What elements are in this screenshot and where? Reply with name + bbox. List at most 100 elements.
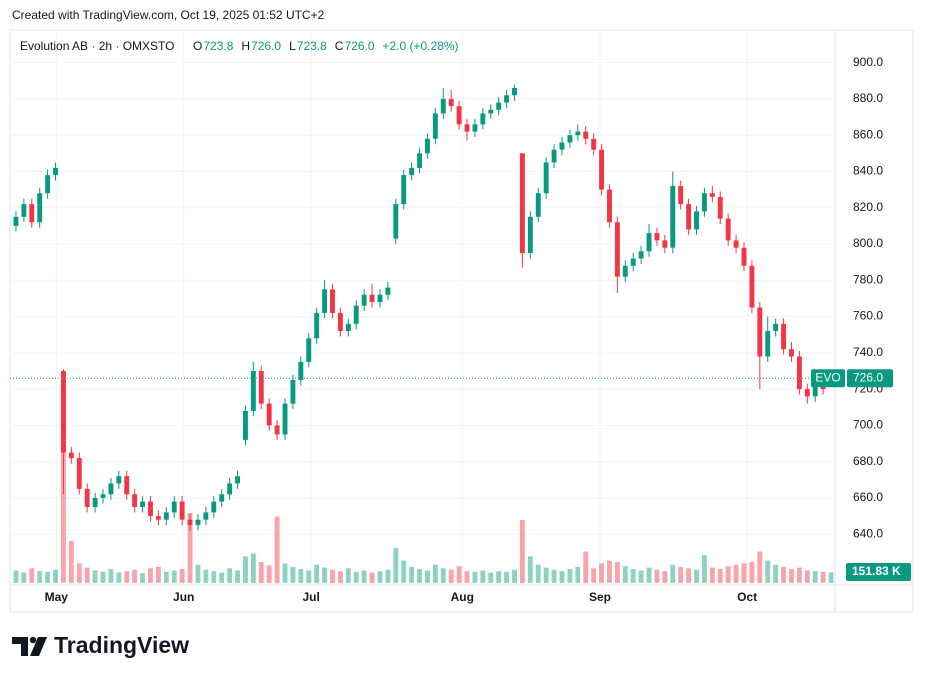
ticker-tag bbox=[811, 369, 845, 388]
volume-bar bbox=[409, 566, 415, 583]
volume-bar bbox=[84, 567, 90, 583]
volume-bar bbox=[504, 571, 510, 583]
candle-body bbox=[60, 370, 66, 453]
volume-bar bbox=[678, 566, 684, 583]
candle-body bbox=[741, 247, 747, 266]
y-tick-label: 880.0 bbox=[853, 91, 883, 105]
candle-body bbox=[796, 356, 802, 390]
candle-body bbox=[504, 95, 510, 103]
candle-body bbox=[733, 240, 739, 248]
volume-bar bbox=[203, 569, 209, 583]
volume-bar bbox=[591, 568, 597, 583]
x-tick-label: Jun bbox=[173, 590, 194, 604]
candle-body bbox=[425, 138, 430, 154]
candle-body bbox=[13, 216, 19, 226]
volume-bar bbox=[13, 570, 19, 583]
volume-bar bbox=[282, 563, 288, 583]
x-tick-label: May bbox=[45, 590, 69, 604]
ohlc-key: H bbox=[241, 39, 250, 53]
candle-body bbox=[148, 501, 153, 517]
candle-body bbox=[179, 501, 185, 520]
candle-body bbox=[219, 494, 225, 502]
ohlc-value: 726.0 bbox=[344, 39, 374, 53]
candle-body bbox=[543, 162, 549, 194]
volume-bar bbox=[322, 567, 328, 583]
volume-bar bbox=[559, 571, 565, 583]
candle-body bbox=[100, 494, 106, 498]
candle-body bbox=[68, 452, 74, 459]
candle-body bbox=[171, 501, 177, 513]
candle-body bbox=[385, 287, 391, 295]
legend: Evolution AB · 2h · OMXSTO O 723.8 H 726.0 L 7… bbox=[20, 39, 459, 53]
x-tick-label: Jul bbox=[302, 590, 319, 604]
y-tick-label: 800.0 bbox=[853, 236, 883, 250]
volume-bar bbox=[694, 569, 699, 583]
candle-body bbox=[599, 149, 605, 190]
brand-name: TradingView bbox=[54, 632, 189, 658]
volume-bar bbox=[448, 569, 454, 583]
candle-body bbox=[322, 289, 328, 313]
credit: Created with TradingView.com, Oct 19, 20… bbox=[12, 8, 325, 22]
candle-body bbox=[274, 425, 280, 435]
candle-body bbox=[187, 519, 193, 526]
volume-bar bbox=[401, 560, 407, 583]
x-tick-label: Aug bbox=[451, 590, 474, 604]
x-tick-label: Oct bbox=[737, 590, 757, 604]
volume-bar bbox=[330, 569, 335, 583]
ohlc-value: 723.8 bbox=[203, 39, 233, 53]
volume-bar bbox=[361, 570, 367, 583]
volume-bar bbox=[211, 571, 217, 583]
volume-bar bbox=[662, 571, 668, 583]
volume-bar bbox=[432, 564, 438, 583]
candle-body bbox=[701, 193, 707, 212]
candle-body bbox=[765, 331, 771, 357]
candle-body bbox=[804, 389, 810, 397]
x-tick-label: Sep bbox=[589, 590, 611, 604]
candle-body bbox=[725, 218, 731, 241]
candle-body bbox=[92, 497, 98, 508]
y-tick-label: 660.0 bbox=[853, 490, 883, 504]
candle-body bbox=[559, 142, 565, 150]
volume-bar bbox=[638, 570, 644, 583]
volume-bar bbox=[219, 572, 225, 583]
candle-body bbox=[686, 204, 692, 230]
volume-bar bbox=[140, 573, 146, 583]
candle-body bbox=[242, 410, 248, 440]
candle-body bbox=[638, 251, 644, 259]
volume-bar bbox=[741, 563, 747, 583]
candle-body bbox=[670, 185, 676, 248]
volume-bar bbox=[92, 570, 98, 583]
candle-body bbox=[53, 167, 58, 176]
volume-bar bbox=[757, 551, 763, 583]
candle-body bbox=[717, 196, 723, 219]
volume-bar bbox=[796, 567, 802, 583]
candle-body bbox=[812, 385, 818, 397]
volume-bar bbox=[804, 570, 810, 583]
volume-bar bbox=[29, 568, 35, 583]
candle-body bbox=[440, 98, 446, 114]
volume-bar bbox=[686, 568, 692, 583]
volume-bar bbox=[108, 569, 114, 583]
volume-bar bbox=[290, 566, 296, 583]
volume-bar bbox=[116, 572, 122, 583]
volume-bar bbox=[155, 566, 161, 583]
volume-bar bbox=[385, 569, 391, 583]
volume-bar bbox=[187, 513, 193, 583]
candle-body bbox=[417, 153, 422, 168]
volume-bar bbox=[369, 572, 375, 583]
candle-body bbox=[607, 189, 612, 223]
volume-tag-label: 151.83 K bbox=[852, 564, 901, 578]
y-tick-label: 840.0 bbox=[853, 164, 883, 178]
candle-body bbox=[654, 233, 660, 241]
candle-body bbox=[630, 258, 636, 266]
volume-bar bbox=[828, 572, 834, 583]
volume-bar bbox=[725, 566, 731, 583]
volume-tag bbox=[846, 563, 911, 581]
candle-body bbox=[551, 149, 557, 163]
candle-body bbox=[519, 153, 525, 254]
candle-body bbox=[314, 312, 320, 339]
volume-bar bbox=[654, 569, 660, 583]
volume-bar bbox=[337, 571, 343, 583]
candle-body bbox=[789, 349, 794, 357]
